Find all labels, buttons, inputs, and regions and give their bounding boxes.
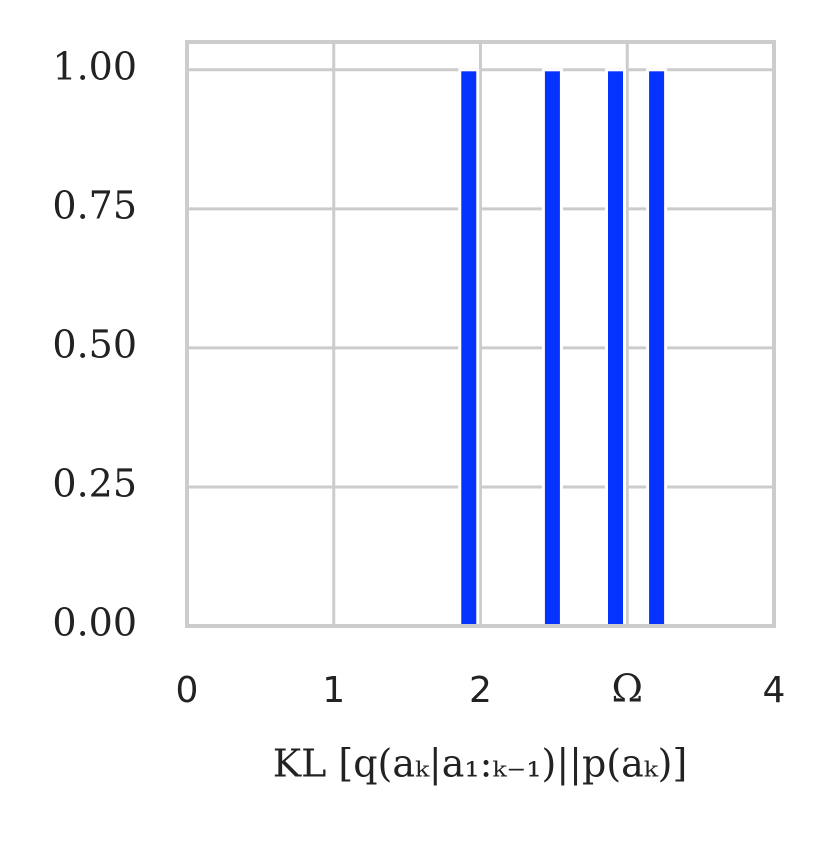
y-tick-label: 0.75 [52,183,137,227]
x-axis-label: KL [q(aₖ|a₁:ₖ₋₁)||p(aₖ)] [273,742,688,786]
bar [458,68,480,628]
x-tick-label: 0 [176,670,199,711]
x-tick-label: Ω [611,667,643,711]
x-tick-label: 4 [763,670,786,711]
bar [541,68,563,628]
y-tick-label: 0.25 [52,461,137,505]
bar [605,68,627,628]
y-tick-label: 0.50 [52,322,137,366]
x-tick-label: 1 [322,670,345,711]
y-tick-label: 1.00 [52,44,137,88]
x-tick-label: 2 [469,670,492,711]
y-tick-label: 0.00 [52,601,137,645]
plot-frame [185,40,776,628]
bar [646,68,668,628]
